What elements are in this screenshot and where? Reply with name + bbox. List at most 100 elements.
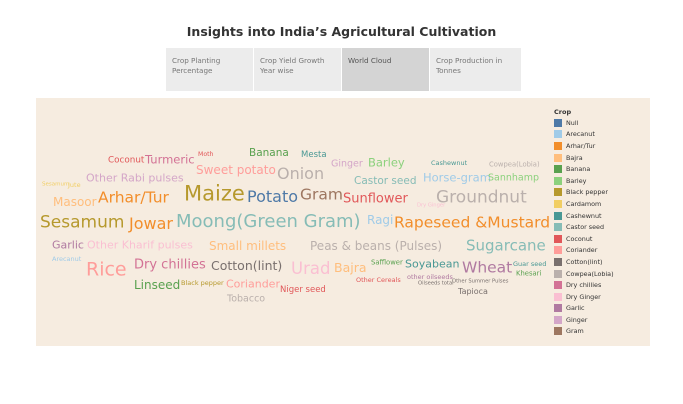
word-cloud-word[interactable]: Dry Ginger	[417, 202, 446, 209]
crop-legend: Crop Null Arecanut Arhar/Tur Bajra Banana Bar…	[554, 108, 648, 337]
legend-swatch	[554, 176, 562, 185]
legend-item[interactable]: Barley	[554, 175, 648, 187]
legend-item[interactable]: Banana	[554, 163, 648, 175]
word-cloud: Banana Mesta Moth Coconut Turmeric Ginger Barl…	[36, 98, 556, 346]
word-cloud-word[interactable]: Bajra	[334, 259, 367, 275]
word-cloud-word[interactable]: Horse-gram	[423, 170, 491, 185]
legend-swatch	[554, 130, 562, 139]
word-cloud-word[interactable]: Sweet potato	[196, 163, 276, 177]
word-cloud-word[interactable]: Gram	[300, 185, 343, 204]
word-cloud-word[interactable]: Cashewnut	[431, 158, 468, 167]
tab-crop-planting-percentage[interactable]: Crop Planting Percentage	[166, 48, 254, 91]
legend-swatch	[554, 211, 562, 220]
word-cloud-word[interactable]: Onion	[277, 164, 325, 183]
legend-label: Castor seed	[566, 223, 605, 232]
legend-item[interactable]: Null	[554, 117, 648, 129]
word-cloud-word[interactable]: Groundnut	[436, 187, 527, 208]
word-cloud-word[interactable]: Jute	[68, 180, 81, 189]
word-cloud-word[interactable]: Masoor	[53, 195, 97, 209]
legend-label: Arecanut	[566, 130, 595, 139]
word-cloud-word[interactable]: other oilseeds	[407, 272, 453, 281]
word-cloud-word[interactable]: Arhar/Tur	[98, 188, 169, 207]
legend-swatch	[554, 188, 562, 197]
word-cloud-word[interactable]: Khesari	[516, 269, 542, 278]
word-cloud-word[interactable]: Coconut	[108, 155, 145, 166]
word-cloud-word[interactable]: Niger seed	[280, 284, 326, 295]
word-cloud-word[interactable]: Banana	[249, 146, 289, 159]
legend-item[interactable]: Cashewnut	[554, 210, 648, 222]
word-cloud-word[interactable]: Soyabean	[405, 257, 460, 271]
tab-world-cloud[interactable]: World Cloud	[342, 48, 430, 91]
word-cloud-word[interactable]: Maize	[184, 181, 245, 206]
tab-crop-yield-growth[interactable]: Crop Yield Growth Year wise	[254, 48, 342, 91]
legend-item[interactable]: Black pepper	[554, 187, 648, 199]
word-cloud-word[interactable]: Rice	[86, 258, 127, 281]
word-cloud-word[interactable]: Garlic	[52, 238, 84, 252]
word-cloud-word[interactable]: Cotton(lint)	[211, 257, 283, 273]
word-cloud-word[interactable]: Peas & beans (Pulses)	[310, 239, 443, 253]
word-cloud-word[interactable]: Dry chillies	[134, 257, 206, 273]
word-cloud-word[interactable]: Other Rabi pulses	[86, 171, 184, 185]
word-cloud-word[interactable]: Black pepper	[181, 278, 224, 287]
legend-item[interactable]: Coconut	[554, 233, 648, 245]
legend-swatch	[554, 141, 562, 150]
word-cloud-word[interactable]: Sesamum	[42, 181, 70, 188]
word-cloud-word[interactable]: Jowar	[129, 214, 173, 233]
legend-item[interactable]: Arecanut	[554, 129, 648, 141]
word-cloud-word[interactable]: Urad	[291, 258, 331, 278]
legend-label: Dry chillies	[566, 281, 602, 290]
word-cloud-word[interactable]: Other Summer Pulses	[452, 278, 509, 285]
legend-label: Cotton(lint)	[566, 257, 603, 266]
legend-item[interactable]: Dry chillies	[554, 279, 648, 291]
legend-item[interactable]: Cowpea(Lobia)	[554, 268, 648, 280]
legend-swatch	[554, 246, 562, 255]
word-cloud-word[interactable]: Sannhamp	[488, 172, 540, 184]
legend-item[interactable]: Cardamom	[554, 198, 648, 210]
legend-swatch	[554, 281, 562, 290]
legend-item[interactable]: Castor seed	[554, 221, 648, 233]
word-cloud-word[interactable]: Tapioca	[458, 287, 488, 296]
word-cloud-word[interactable]: Moth	[198, 150, 214, 158]
word-cloud-word[interactable]: Other Cereals	[356, 275, 401, 284]
legend-swatch	[554, 292, 562, 301]
legend-item[interactable]: Cotton(lint)	[554, 256, 648, 268]
word-cloud-word[interactable]: Safflower	[371, 258, 403, 267]
legend-label: Ginger	[566, 315, 588, 324]
legend-item[interactable]: Arhar/Tur	[554, 140, 648, 152]
legend-swatch	[554, 257, 562, 266]
word-cloud-word[interactable]: Mesta	[301, 149, 327, 160]
word-cloud-word[interactable]: Tobacco	[227, 293, 266, 305]
word-cloud-word[interactable]: Wheat	[462, 258, 513, 277]
legend-item[interactable]: Dry Ginger	[554, 291, 648, 303]
word-cloud-word[interactable]: Turmeric	[145, 152, 195, 167]
legend-label: Garlic	[566, 304, 585, 313]
word-cloud-word[interactable]: Sugarcane	[466, 236, 546, 255]
tab-crop-production[interactable]: Crop Production in Tonnes	[430, 48, 521, 91]
legend-item[interactable]: Bajra	[554, 152, 648, 164]
legend-label: Barley	[566, 176, 587, 185]
word-cloud-word[interactable]: Rapeseed &Mustard	[394, 213, 551, 232]
word-cloud-word[interactable]: Sunflower	[343, 191, 408, 207]
word-cloud-word[interactable]: Potato	[247, 187, 299, 206]
word-cloud-word[interactable]: Oilseeds total	[418, 280, 454, 287]
word-cloud-word[interactable]: Barley	[368, 155, 405, 170]
word-cloud-word[interactable]: Linseed	[134, 278, 181, 292]
legend-item[interactable]: Garlic	[554, 303, 648, 315]
word-cloud-word[interactable]: Small millets	[209, 239, 287, 253]
word-cloud-word[interactable]: Other Kharif pulses	[87, 238, 193, 252]
legend-swatch	[554, 315, 562, 324]
word-cloud-word[interactable]: Cowpea(Lobia)	[489, 160, 540, 169]
legend-swatch	[554, 234, 562, 243]
word-cloud-word[interactable]: Ragi	[367, 213, 394, 227]
word-cloud-word[interactable]: Castor seed	[354, 174, 417, 187]
word-cloud-word[interactable]: Arecanut	[52, 254, 82, 263]
legend-swatch	[554, 327, 562, 336]
legend-item[interactable]: Ginger	[554, 314, 648, 326]
word-cloud-word[interactable]: Moong(Green Gram)	[176, 211, 361, 232]
word-cloud-word[interactable]: Ginger	[331, 158, 363, 170]
word-cloud-word[interactable]: Guar seed	[513, 259, 547, 268]
word-cloud-word[interactable]: Coriander	[226, 277, 280, 291]
word-cloud-word[interactable]: Sesamum	[40, 212, 125, 233]
legend-item[interactable]: Coriander	[554, 245, 648, 257]
legend-item[interactable]: Gram	[554, 326, 648, 338]
